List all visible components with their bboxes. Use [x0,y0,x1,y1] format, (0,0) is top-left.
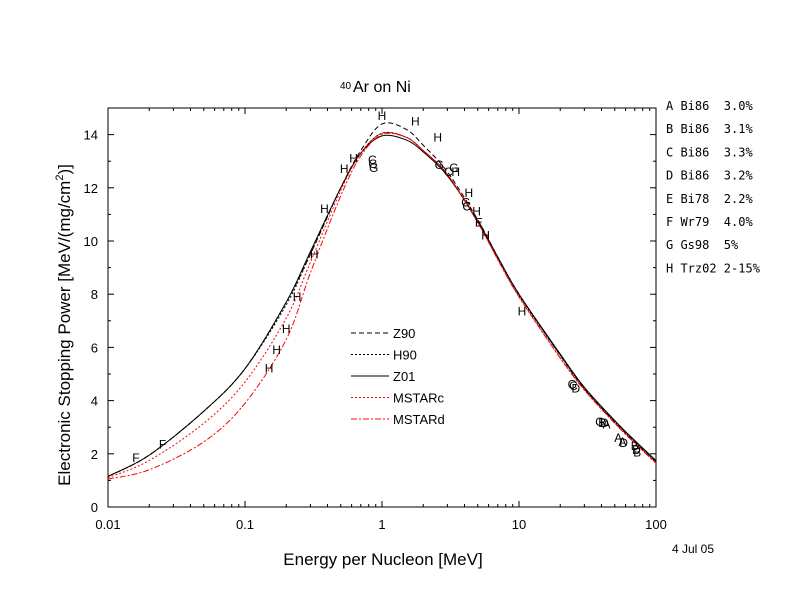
data-marker-h: H [265,362,274,376]
reference-entry: G Gs98 5% [666,238,739,252]
data-marker-f: F [159,437,166,451]
legend-label-mstard: MSTARd [393,412,445,427]
x-tick-label: 0.1 [236,517,254,532]
y-tick-label: 10 [84,234,98,249]
data-marker-g: G [449,161,458,175]
data-marker-h: H [310,247,319,261]
data-marker-h: H [349,152,358,166]
data-marker-h: H [472,205,481,219]
legend-label-mstarc: MSTARc [393,391,445,406]
x-axis-title: Energy per Nucleon [MeV] [283,550,482,569]
y-axis-title-main: Electronic Stopping Power [MeV/(mg/cm [55,181,74,486]
data-marker-a: A [614,431,622,445]
reference-entry: H Trz02 2-15% [666,261,761,275]
data-marker-c: C [462,199,471,213]
y-axis-title-superscript: 2 [54,175,66,181]
reference-entry: D Bi86 3.2% [666,169,753,183]
reference-list: A Bi86 3.0% B Bi86 3.1% C Bi86 3.3% D Bi86 … [666,99,761,275]
y-tick-label: 8 [91,287,98,302]
data-marker-b: B [633,445,641,459]
reference-entry: E Bi78 2.2% [666,192,753,206]
series-line-h90 [107,131,657,477]
data-marker-h: H [411,114,420,128]
data-marker-c: C [569,379,578,393]
series-line-mstard [107,132,657,480]
x-tick-label: 0.01 [95,517,120,532]
data-marker-d: D [572,382,581,396]
reference-entry: B Bi86 3.1% [666,122,753,136]
data-marker-g: G [369,161,378,175]
x-tick-label: 100 [645,517,667,532]
data-marker-g: G [461,195,470,209]
data-marker-a: A [602,418,610,432]
reference-entry: C Bi86 3.3% [666,145,753,159]
x-tick-label: 10 [512,517,526,532]
x-tick-label: 1 [378,517,385,532]
y-tick-label: 12 [84,181,98,196]
date-stamp: 4 Jul 05 [672,542,714,556]
plot-frame [107,107,657,508]
data-marker-h: H [518,304,527,318]
data-marker-g: G [368,157,377,171]
data-marker-d: D [600,416,609,430]
data-marker-h: H [378,109,387,123]
data-marker-h: H [320,202,329,216]
data-marker-h: H [340,162,349,176]
reference-entry: A Bi86 3.0% [666,99,753,113]
data-marker-e: E [475,215,483,229]
legend-label-z01: Z01 [393,369,415,384]
series-curves [107,122,657,480]
data-marker-d: D [632,443,641,457]
data-marker-b: B [631,439,639,453]
reference-entry: F Wr79 4.0% [666,215,753,229]
data-marker-g: G [568,378,577,392]
data-marker-f: F [132,451,139,465]
data-marker-b: B [598,416,606,430]
data-marker-h: H [451,165,460,179]
legend: Z90 H90 Z01 MSTARc MSTARd [351,326,445,427]
y-axis-title-end: )] [55,164,74,174]
y-tick-label: 2 [91,447,98,462]
y-tick-label: 14 [84,128,98,143]
data-marker-c: C [444,165,453,179]
data-marker-c: C [368,153,377,167]
y-tick-label: 0 [91,500,98,515]
axis-ticks: 0.01 0.1 1 10 100 0 2 4 6 8 10 12 14 [84,107,667,532]
title-isotope-superscript: 40 [340,81,352,92]
series-line-z01 [107,134,657,477]
data-marker-h: H [293,290,302,304]
data-marker-h: H [433,130,442,144]
data-marker-h: H [272,343,281,357]
series-line-mstarc [107,131,657,479]
y-axis-title: Electronic Stopping Power [MeV/(mg/cm2)] [54,164,74,486]
data-marker-h: H [464,186,473,200]
data-marker-h: H [481,229,490,243]
y-tick-label: 6 [91,340,98,355]
legend-label-h90: H90 [393,348,417,363]
data-marker-g: G [595,415,604,429]
data-marker-g: G [435,158,444,172]
legend-label-z90: Z90 [393,326,415,341]
y-tick-label: 4 [91,394,98,409]
data-marker-d: D [619,436,628,450]
chart-title: Ar on Ni [353,79,411,96]
data-marker-a: A [619,435,627,449]
data-marker-h: H [282,322,291,336]
